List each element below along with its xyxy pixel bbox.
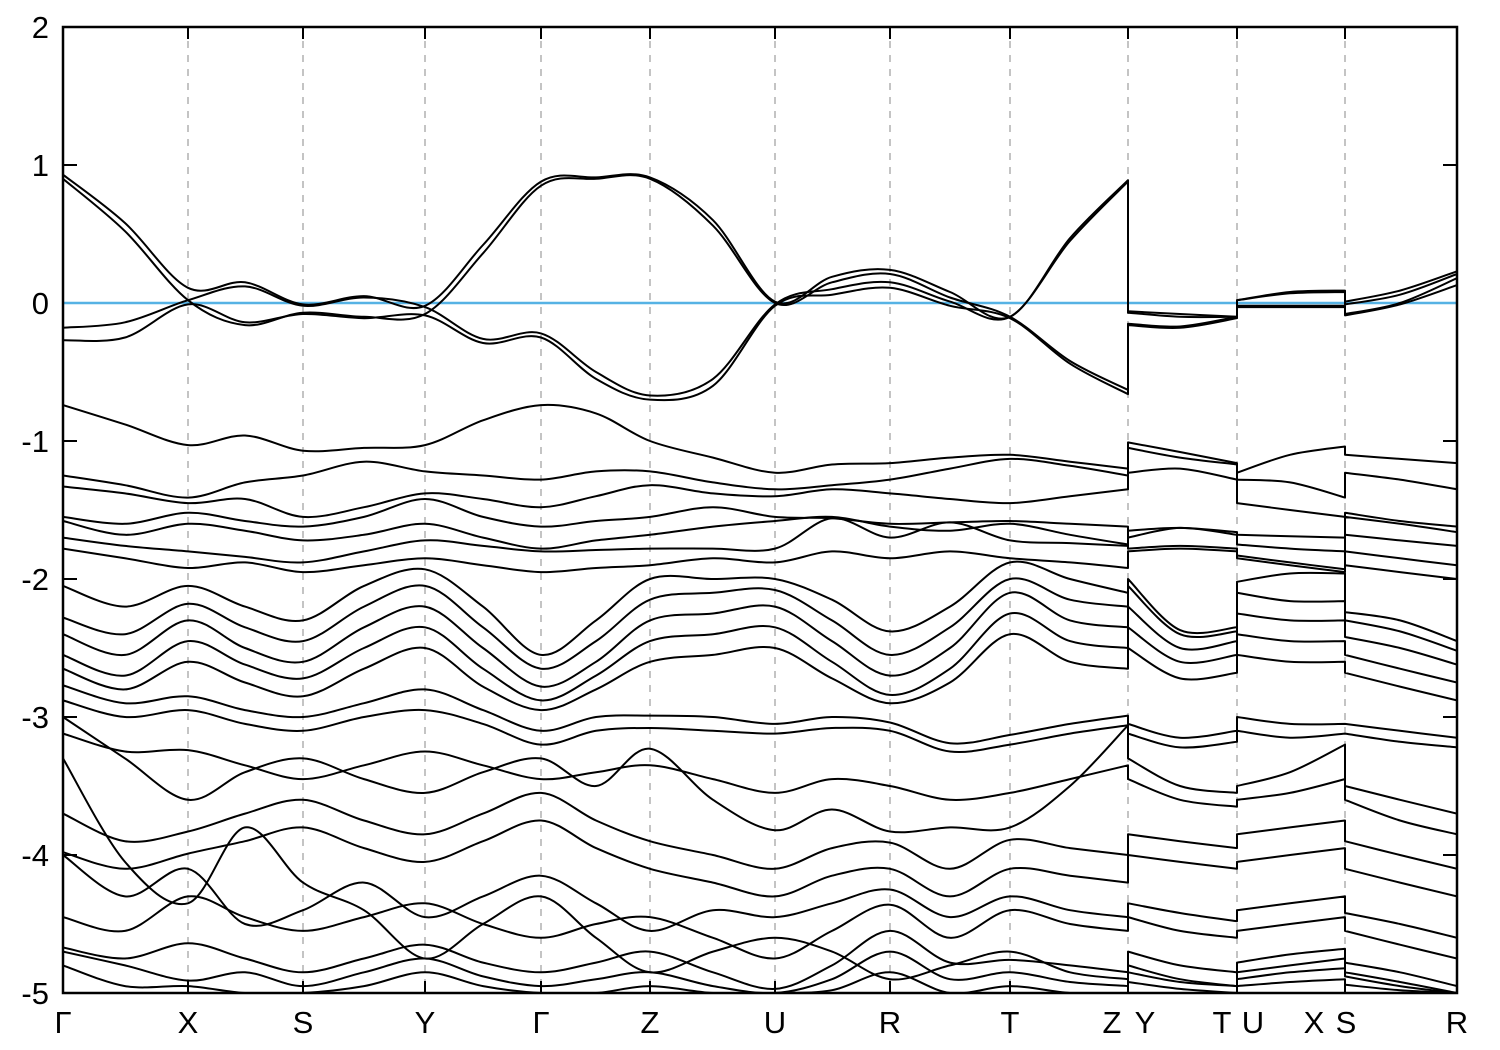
x-tick-label: T bbox=[1213, 1005, 1232, 1040]
band-curve bbox=[63, 819, 1457, 898]
y-tick-label: 2 bbox=[32, 10, 49, 45]
x-tick-label: Γ bbox=[54, 1005, 71, 1040]
x-tick-label: Y bbox=[415, 1005, 436, 1040]
x-tick-label: Z bbox=[1103, 1005, 1122, 1040]
x-tick-label: Γ bbox=[532, 1005, 549, 1040]
y-tick-label: -3 bbox=[21, 700, 49, 735]
x-tick-label: S bbox=[293, 1005, 314, 1040]
y-tick-label: -2 bbox=[21, 562, 49, 597]
band-curve bbox=[63, 716, 1457, 836]
band-curve bbox=[63, 854, 1457, 939]
band-curve bbox=[63, 895, 1457, 960]
band-curve bbox=[63, 547, 1457, 580]
x-tick-label: U bbox=[764, 1005, 786, 1040]
y-tick-label: -1 bbox=[21, 424, 49, 459]
band-curve bbox=[63, 577, 1457, 670]
x-tick-label: Z bbox=[641, 1005, 660, 1040]
y-tick-label: 1 bbox=[32, 148, 49, 183]
band-curve bbox=[63, 633, 1457, 712]
y-tick-label: 0 bbox=[32, 286, 49, 321]
x-tick-label: X bbox=[1304, 1005, 1325, 1040]
band-curve bbox=[63, 591, 1457, 688]
y-tick-label: -4 bbox=[21, 838, 49, 873]
band-curve bbox=[63, 929, 1457, 990]
x-tick-label: U bbox=[1242, 1005, 1264, 1040]
band-curve bbox=[63, 284, 1457, 402]
x-tick-label: X bbox=[178, 1005, 199, 1040]
band-curve bbox=[63, 467, 1457, 528]
x-tick-label: T bbox=[1001, 1005, 1020, 1040]
band-curve bbox=[63, 403, 1457, 474]
y-tick-label: -5 bbox=[21, 976, 49, 1011]
band-curve bbox=[63, 174, 1457, 391]
band-curve bbox=[63, 699, 1457, 753]
band-curve bbox=[63, 560, 1457, 656]
x-tick-label: Y bbox=[1135, 1005, 1156, 1040]
band-curve bbox=[63, 446, 1457, 499]
band-curve bbox=[63, 684, 1457, 745]
x-tick-label: R bbox=[879, 1005, 901, 1040]
x-tick-label: S bbox=[1336, 1005, 1357, 1040]
band-curve bbox=[63, 173, 1457, 320]
band-curve bbox=[63, 791, 1457, 870]
x-tick-label: R bbox=[1446, 1005, 1468, 1040]
plot-border bbox=[61, 25, 1459, 995]
band-curve bbox=[63, 517, 1457, 567]
band-curve bbox=[63, 612, 1457, 702]
band-curve bbox=[63, 757, 1457, 993]
band-curve bbox=[63, 732, 1457, 815]
